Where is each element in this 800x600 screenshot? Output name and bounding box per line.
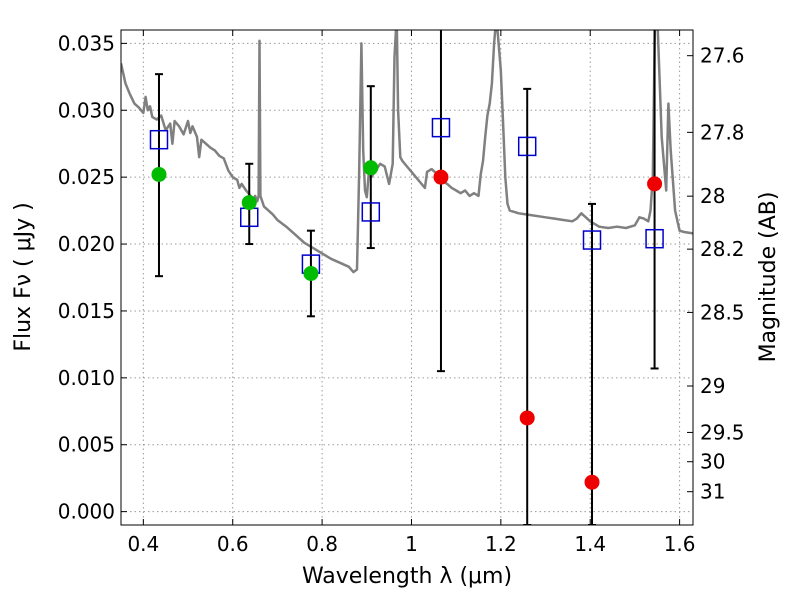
- model-flux-square: [582, 230, 602, 250]
- y2-tick-label: 29: [700, 374, 725, 398]
- model-spectrum-line: [121, 30, 693, 274]
- grid: [121, 30, 693, 525]
- y2-tick-label: 28.2: [700, 237, 745, 261]
- detected-flux-point: [241, 195, 257, 211]
- model-flux-square: [645, 228, 664, 249]
- upper-limit-flux-point: [584, 474, 600, 490]
- y2-axis-label: Magnitude (AB): [756, 192, 781, 363]
- detected-flux-point: [303, 265, 319, 281]
- y2-tick-label: 29.5: [700, 420, 745, 444]
- y-tick-label: 0.015: [58, 299, 115, 323]
- x-tick-label: 0.4: [127, 532, 159, 556]
- plot-frame: [120, 29, 694, 526]
- y2-tick-label: 28: [700, 184, 725, 208]
- y-tick-label: 0.035: [58, 31, 115, 55]
- y-tick-label: 0.030: [58, 98, 115, 122]
- x-tick-label: 0.6: [217, 532, 249, 556]
- x-tick-label: 1.6: [664, 532, 696, 556]
- y2-tick-label: 31: [700, 480, 725, 504]
- model-flux-square: [517, 136, 537, 157]
- model-flux-square: [431, 117, 451, 138]
- y2-tick-label: 27.6: [700, 44, 745, 68]
- y-axis-label: Flux Fν ( μJy ): [11, 202, 36, 351]
- y2-tick-label: 27.8: [700, 120, 745, 144]
- y-tick-label: 0.005: [58, 433, 115, 457]
- x-tick-label: 1.4: [574, 532, 606, 556]
- model-flux-square: [361, 202, 381, 222]
- y-tick-label: 0.010: [58, 366, 115, 390]
- x-tick-label: 1: [405, 532, 418, 556]
- y2-tick-label: 28.5: [700, 300, 745, 324]
- upper-limit-flux-point: [647, 176, 663, 192]
- model-flux-square: [149, 129, 169, 150]
- y-tick-label: 0.020: [58, 232, 115, 256]
- y2-tick-label: 30: [700, 450, 725, 474]
- plot-area: [121, 30, 693, 525]
- y-tick-label: 0.025: [58, 165, 115, 189]
- upper-limit-flux-point: [433, 169, 449, 185]
- axis-ticks: 0.4 0.6 0.8 1 1.2 1.4 1.6 0.000 0.005 0.010 0.015 0…: [58, 30, 745, 556]
- x-tick-label: 0.8: [306, 532, 338, 556]
- x-tick-label: 1.2: [485, 532, 517, 556]
- x-axis-label: Wavelength λ (μm): [302, 564, 512, 589]
- detected-flux-point: [363, 160, 379, 176]
- detected-flux-point: [151, 166, 167, 182]
- upper-limit-flux-point: [519, 410, 535, 426]
- y-tick-label: 0.000: [58, 500, 115, 524]
